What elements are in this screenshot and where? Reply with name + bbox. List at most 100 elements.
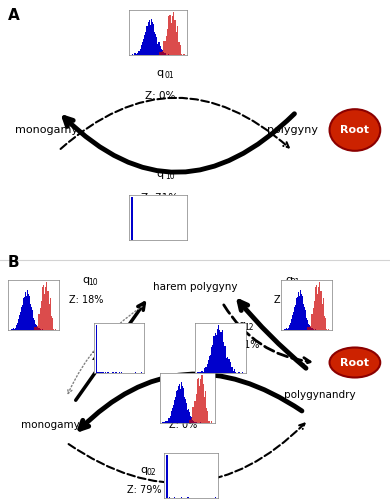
Bar xyxy=(150,24,151,55)
Bar xyxy=(139,51,140,55)
Text: Z: 0%: Z: 0% xyxy=(169,420,197,430)
Bar xyxy=(193,420,195,422)
Bar xyxy=(209,421,210,422)
Bar xyxy=(312,314,313,330)
FancyArrowPatch shape xyxy=(68,306,142,394)
Bar xyxy=(312,328,313,330)
Text: Z: 41%: Z: 41% xyxy=(225,340,259,350)
Bar xyxy=(198,378,199,422)
Bar xyxy=(183,388,184,422)
Bar xyxy=(24,298,25,330)
Text: polygynandry: polygynandry xyxy=(284,390,356,400)
Bar xyxy=(181,54,182,55)
Bar xyxy=(328,328,329,330)
Bar xyxy=(34,327,35,330)
Bar xyxy=(190,416,191,422)
Bar xyxy=(149,20,150,55)
Bar xyxy=(207,360,209,372)
Bar xyxy=(168,16,169,55)
Bar xyxy=(315,286,316,330)
Bar xyxy=(38,328,39,330)
Bar xyxy=(166,36,167,55)
Bar xyxy=(206,366,207,372)
Bar xyxy=(211,347,212,372)
Bar xyxy=(179,384,180,422)
Bar xyxy=(11,329,12,330)
Bar xyxy=(33,318,34,330)
Bar xyxy=(144,34,145,55)
FancyArrowPatch shape xyxy=(224,305,310,364)
Text: polygyny: polygyny xyxy=(267,125,318,135)
Text: harem polygyny: harem polygyny xyxy=(153,282,237,292)
Bar xyxy=(295,304,296,330)
Bar xyxy=(209,356,210,372)
FancyArrowPatch shape xyxy=(239,302,306,368)
Bar xyxy=(194,401,195,422)
Bar xyxy=(166,454,168,498)
Bar xyxy=(167,29,168,55)
Bar xyxy=(145,32,146,55)
Bar xyxy=(187,410,188,422)
Text: q: q xyxy=(238,320,245,330)
Bar xyxy=(169,418,170,422)
Bar xyxy=(296,298,297,330)
Bar xyxy=(131,197,133,240)
Bar xyxy=(290,323,291,330)
Bar xyxy=(164,54,165,55)
Bar xyxy=(153,24,154,55)
Bar xyxy=(138,52,139,55)
Text: 01: 01 xyxy=(165,71,174,80)
Bar xyxy=(161,52,162,55)
Bar xyxy=(169,14,171,55)
Bar xyxy=(211,421,212,422)
Bar xyxy=(202,370,203,372)
FancyArrowPatch shape xyxy=(60,98,289,149)
Bar xyxy=(212,345,213,372)
Text: q: q xyxy=(156,68,163,78)
Bar xyxy=(300,290,301,330)
Bar xyxy=(171,411,172,422)
Bar xyxy=(185,400,186,422)
Bar xyxy=(171,22,172,55)
Bar xyxy=(160,52,161,55)
Bar xyxy=(222,330,223,372)
Text: monogamy: monogamy xyxy=(21,420,80,430)
Bar xyxy=(314,301,315,330)
Bar xyxy=(301,294,302,330)
Bar xyxy=(177,390,178,422)
Bar xyxy=(48,304,50,330)
Bar xyxy=(177,26,178,55)
Bar xyxy=(50,298,51,330)
Bar xyxy=(192,406,193,422)
Bar xyxy=(28,294,29,330)
Bar xyxy=(39,328,40,330)
Bar xyxy=(37,327,38,330)
Bar xyxy=(191,418,192,422)
Bar xyxy=(219,330,220,372)
Bar xyxy=(32,310,33,330)
Bar xyxy=(172,16,173,55)
Bar xyxy=(16,326,17,330)
Bar xyxy=(182,386,183,422)
Bar xyxy=(170,416,171,422)
Bar xyxy=(286,328,287,330)
Bar xyxy=(218,325,219,372)
Bar xyxy=(217,329,218,372)
Bar xyxy=(304,307,305,330)
Bar xyxy=(14,328,16,330)
Text: Root: Root xyxy=(340,125,369,135)
Text: q: q xyxy=(141,465,148,475)
Bar xyxy=(146,26,147,55)
Bar xyxy=(229,359,230,372)
Text: 10: 10 xyxy=(165,172,174,182)
Bar xyxy=(20,312,21,330)
Bar xyxy=(234,369,235,372)
Bar xyxy=(324,316,325,330)
Bar xyxy=(40,308,41,330)
Bar xyxy=(165,54,166,55)
Bar xyxy=(203,384,204,422)
Bar xyxy=(232,368,233,372)
Bar xyxy=(172,408,173,422)
Bar xyxy=(163,52,164,55)
Bar xyxy=(152,22,153,55)
